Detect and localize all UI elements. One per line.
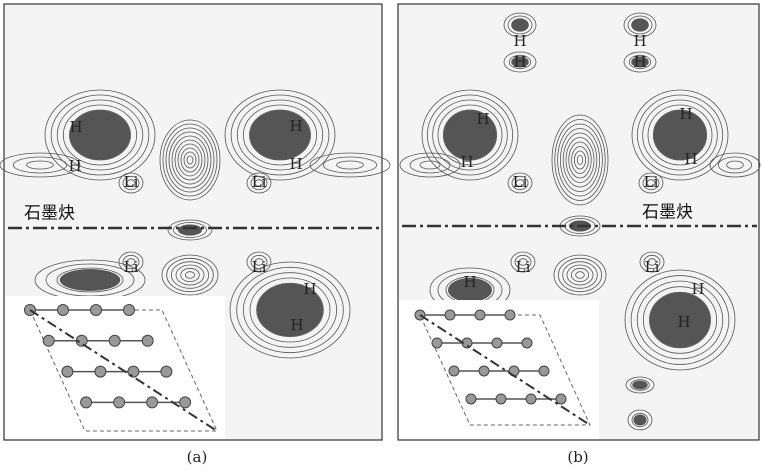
atom-label: H	[460, 153, 473, 171]
atom-label: H	[476, 110, 489, 128]
atom	[496, 394, 506, 404]
atom-label: H	[69, 118, 82, 136]
atom	[142, 335, 153, 346]
atom	[556, 394, 566, 404]
atom	[449, 366, 459, 376]
inset-background	[5, 296, 225, 439]
atom-label: H	[289, 155, 302, 173]
atom-label: H	[677, 313, 690, 331]
atom	[432, 338, 442, 348]
density-core	[511, 18, 529, 31]
atom	[539, 366, 549, 376]
atom-label: H	[290, 316, 303, 334]
density-core	[631, 18, 649, 31]
inset-background	[399, 300, 599, 439]
atom-label: Li	[645, 258, 660, 276]
atom	[161, 366, 172, 377]
atom-label: H	[68, 157, 81, 175]
atom-label: H	[513, 32, 526, 50]
atom	[479, 366, 489, 376]
atom	[522, 338, 532, 348]
atom	[180, 397, 191, 408]
atom	[526, 394, 536, 404]
atom-label: Li	[252, 258, 267, 276]
atom	[43, 335, 54, 346]
atom	[62, 366, 73, 377]
density-core	[632, 381, 647, 390]
atom-label: Li	[644, 173, 659, 191]
panel-caption: (b)	[567, 448, 588, 466]
page: {"panels": [ {"caption": "(a)", "sheet_l…	[0, 0, 763, 471]
atom	[475, 310, 485, 320]
atom	[91, 305, 102, 316]
atom-label: H	[633, 53, 646, 71]
atom-label: Li	[516, 258, 531, 276]
atom	[124, 305, 135, 316]
panel-caption: (a)	[187, 448, 208, 466]
sheet-label: 石墨炔	[24, 204, 75, 224]
atom-label: H	[691, 280, 704, 298]
atom	[445, 310, 455, 320]
atom-label: Li	[252, 173, 267, 191]
atom	[95, 366, 106, 377]
atom	[114, 397, 125, 408]
atom-label: H	[303, 280, 316, 298]
atom	[466, 394, 476, 404]
atom	[81, 397, 92, 408]
sheet-label: 石墨炔	[642, 203, 693, 223]
atom-label: Li	[124, 173, 139, 191]
atom-label: Li	[124, 258, 139, 276]
atom-label: H	[513, 53, 526, 71]
atom	[109, 335, 120, 346]
atom	[505, 310, 515, 320]
density-core	[178, 225, 202, 236]
figure: 石墨炔 石墨炔 H H H H Li Li Li Li H H H H H H …	[0, 0, 763, 471]
atom-label: H	[679, 105, 692, 123]
atom-label: H	[684, 150, 697, 168]
atom-label: H	[463, 273, 476, 291]
density-core	[633, 415, 646, 426]
atom-label: H	[633, 32, 646, 50]
atom	[58, 305, 69, 316]
atom-label: Li	[513, 173, 528, 191]
atom-label: H	[289, 117, 302, 135]
atom	[492, 338, 502, 348]
atom	[147, 397, 158, 408]
